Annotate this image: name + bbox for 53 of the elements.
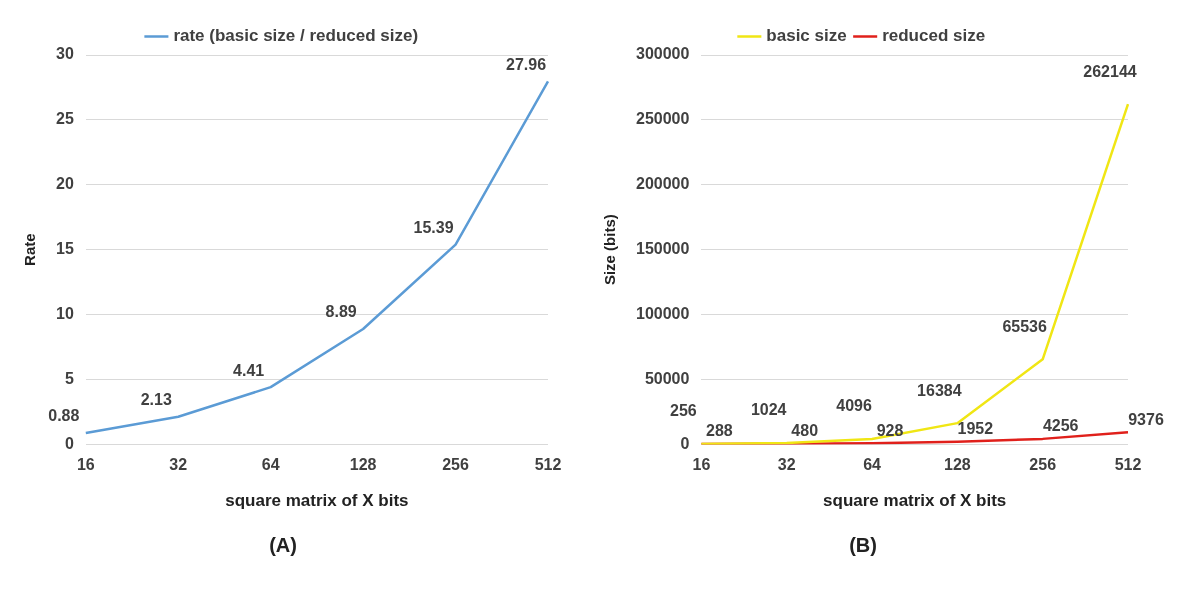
data-label: 0.88 [48,407,80,425]
data-label: 262144 [1083,62,1137,80]
x-tick-label: 128 [349,456,377,474]
text: (A) [269,533,297,556]
x-tick-label: 32 [777,456,796,474]
y-axis-title: Size (bits) [601,214,619,286]
data-label: 1024 [750,401,787,419]
x-tick-label: 512 [1114,456,1142,474]
y-tick-label: 300000 [636,45,690,63]
y-axis-title: Rate [21,233,39,266]
y-tick-label: 20 [56,175,74,193]
legend-label: reduced size [882,26,986,46]
data-label: 288 [706,422,733,440]
x-tick-label: 64 [261,456,280,474]
x-tick-label: 64 [863,456,882,474]
text: (B) [849,533,877,556]
data-label: 4256 [1042,417,1079,435]
y-tick-label: 0 [680,434,690,452]
data-label: 65536 [1002,317,1048,335]
data-label: 2.13 [140,391,172,409]
x-tick-label: 16 [692,456,711,474]
data-label: 16384 [917,381,962,399]
data-label: 15.39 [413,219,454,237]
y-tick-label: 15 [56,240,74,258]
legend-label: rate (basic size / reduced size) [173,26,419,46]
y-tick-label: 25 [56,110,74,128]
data-label: 9376 [1128,410,1164,428]
data-label: 256 [670,402,697,420]
data-label: 4096 [836,397,872,415]
data-label: 8.89 [325,303,357,321]
y-tick-label: 150000 [636,240,690,258]
data-label: 27.96 [505,55,547,73]
legend-label: basic size [766,26,847,46]
x-tick-label: 256 [1029,456,1057,474]
x-tick-label: 32 [169,456,188,474]
x-tick-label: 128 [944,456,971,474]
y-tick-label: 250000 [636,110,690,128]
data-label: 480 [791,422,819,440]
y-tick-label: 50000 [644,369,690,387]
y-tick-label: 0 [64,434,74,452]
y-tick-label: 100000 [636,305,690,323]
y-tick-label: 30 [56,45,74,63]
x-axis-title: square matrix of X bits [823,491,1007,511]
data-label: 928 [876,421,904,439]
data-label: 1952 [957,420,994,438]
x-tick-label: 16 [76,456,95,474]
y-tick-label: 5 [64,369,74,387]
y-tick-label: 200000 [636,175,690,193]
x-axis-title: square matrix of X bits [225,491,409,511]
y-tick-label: 10 [56,305,74,323]
data-label: 4.41 [233,361,265,379]
x-tick-label: 256 [442,456,469,474]
x-tick-label: 512 [534,456,562,474]
